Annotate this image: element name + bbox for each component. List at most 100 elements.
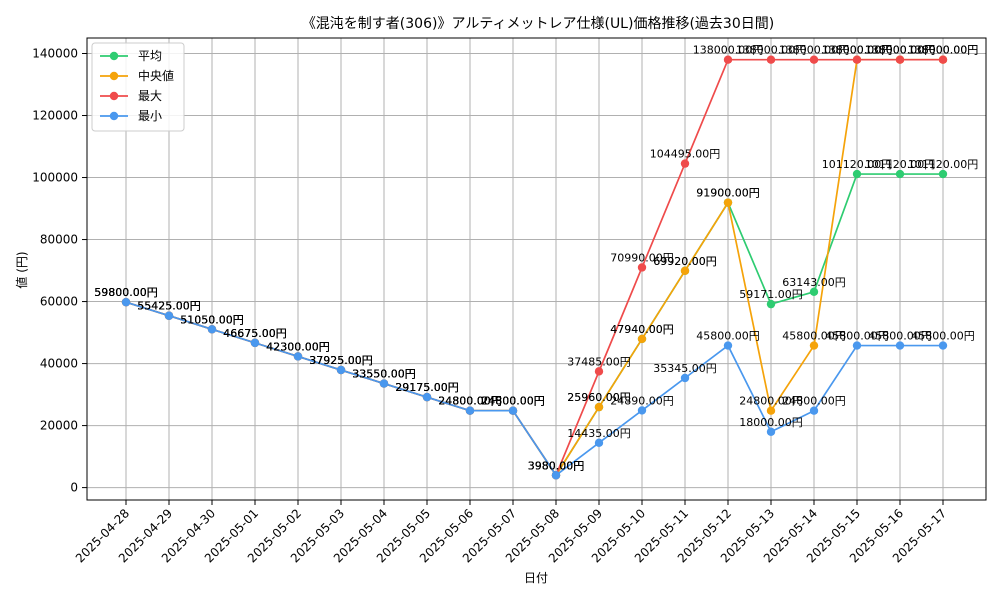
data-point [594, 438, 604, 448]
data-point [852, 55, 862, 64]
series-line-4 [125, 301, 943, 477]
data-label: 42300.00円 [266, 340, 330, 353]
data-label: 29175.00円 [395, 381, 459, 394]
data-label: 55425.00円 [137, 300, 201, 313]
series-line-2 [125, 58, 943, 477]
data-labels: 59800.00円55425.00円51050.00円46675.00円4230… [94, 44, 978, 473]
data-label: 59800.00円 [94, 286, 158, 299]
data-point [207, 325, 217, 334]
legend-swatch-marker [109, 51, 119, 61]
data-label: 46675.00円 [223, 327, 287, 340]
data-point [637, 334, 647, 344]
data-label: 45800.00円 [825, 330, 889, 343]
data-label: 33550.00円 [352, 368, 416, 381]
y-tick-label: 80000 [40, 233, 78, 247]
data-point [723, 341, 733, 350]
series-layer [121, 55, 948, 480]
data-label: 29175.00円 [395, 381, 459, 394]
legend-swatch-marker [109, 91, 119, 101]
data-label: 3980.00円 [528, 459, 585, 472]
y-tick-label: 140000 [32, 47, 78, 61]
data-label: 37925.00円 [309, 354, 373, 367]
data-label: 59800.00円 [94, 286, 158, 299]
data-point [508, 406, 518, 415]
data-point [164, 311, 174, 320]
data-label: 91900.00円 [696, 187, 760, 200]
data-label: 24800.00円 [438, 395, 502, 408]
data-label: 51050.00円 [180, 313, 244, 326]
data-label: 138000.00円 [736, 44, 807, 57]
legend-label: 最小 [138, 109, 162, 123]
legend-label: 最大 [138, 89, 162, 103]
plot-frame [86, 37, 987, 501]
data-label: 3980.00円 [528, 459, 585, 472]
data-label: 138000.00円 [908, 44, 979, 57]
data-point [938, 169, 948, 179]
data-point [422, 392, 432, 402]
data-label: 138000.00円 [822, 44, 893, 57]
data-point [723, 198, 733, 207]
legend-box [91, 42, 185, 132]
data-point [637, 406, 647, 415]
data-label: 51050.00円 [180, 313, 244, 326]
data-label: 33550.00円 [352, 368, 416, 381]
data-point [852, 341, 862, 350]
grid [87, 38, 986, 500]
data-point [938, 341, 948, 350]
data-label: 104495.00円 [650, 148, 721, 161]
data-label: 18000.00円 [739, 416, 803, 429]
data-point [809, 55, 819, 64]
data-label: 91900.00円 [696, 187, 760, 200]
data-label: 45800.00円 [696, 330, 760, 343]
y-tick-label: 120000 [32, 109, 78, 123]
data-label: 47940.00円 [610, 323, 674, 336]
y-tick-label: 20000 [40, 419, 78, 433]
data-point [551, 471, 561, 480]
data-label: 42300.00円 [266, 340, 330, 353]
data-point [852, 169, 862, 179]
y-axis-title: 値 (円) [14, 251, 29, 288]
data-label: 25960.00円 [567, 391, 631, 404]
data-label: 42300.00円 [266, 340, 330, 353]
chart-title: 《混沌を制す者(306)》アルティメットレア仕様(UL)価格推移(過去30日間) [302, 16, 774, 32]
data-point [594, 367, 604, 376]
series-line-1 [125, 173, 943, 477]
data-label: 3980.00円 [528, 459, 585, 472]
data-label: 24890.00円 [610, 394, 674, 407]
data-label: 24800.00円 [438, 395, 502, 408]
data-label: 55425.00円 [137, 300, 201, 313]
data-label: 59171.00円 [739, 288, 803, 301]
data-point [766, 299, 776, 309]
data-point [809, 406, 819, 415]
data-point [594, 402, 604, 412]
data-label: 47940.00円 [610, 323, 674, 336]
data-label: 51050.00円 [180, 313, 244, 326]
data-point [680, 266, 690, 275]
data-label: 138000.00円 [865, 44, 936, 57]
data-label: 24800.00円 [481, 395, 545, 408]
legend-swatch-marker [109, 111, 119, 121]
data-label: 138000.00円 [693, 44, 764, 57]
data-point [680, 373, 690, 383]
data-label: 138000.00円 [779, 44, 850, 57]
data-label: 63143.00円 [782, 276, 846, 289]
data-label: 24800.00円 [438, 395, 502, 408]
data-label: 46675.00円 [223, 327, 287, 340]
data-label: 25960.00円 [567, 391, 631, 404]
y-tick-label: 60000 [40, 295, 78, 309]
data-label: 59800.00円 [94, 286, 158, 299]
data-point [766, 55, 776, 64]
y-tick-label: 40000 [40, 357, 78, 371]
data-point [680, 159, 690, 168]
x-axis-title: 日付 [524, 571, 548, 585]
data-point [938, 55, 948, 64]
data-point [379, 379, 389, 388]
data-label: 45800.00円 [782, 330, 846, 343]
data-label: 37925.00円 [309, 354, 373, 367]
data-label: 101120.00円 [822, 158, 893, 171]
data-label: 24800.00円 [481, 395, 545, 408]
data-label: 46675.00円 [223, 327, 287, 340]
data-label: 51050.00円 [180, 313, 244, 326]
